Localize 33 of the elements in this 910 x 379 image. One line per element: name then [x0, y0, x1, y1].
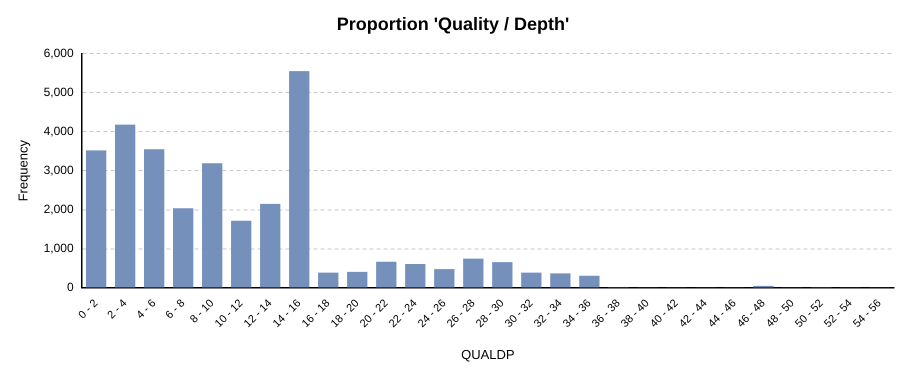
bar [434, 269, 454, 288]
bar [579, 276, 600, 288]
bar [347, 272, 368, 288]
y-tick-label: 5,000 [44, 84, 74, 99]
x-tick-label: 4 - 6 [134, 297, 158, 322]
y-tick-label: 2,000 [44, 202, 74, 216]
y-axis-title: Frequency [15, 140, 30, 202]
bar [550, 273, 571, 288]
x-tick-label: 6 - 8 [163, 297, 188, 322]
bar [231, 220, 252, 288]
bar [318, 272, 338, 288]
x-axis-title: QUALDP [461, 346, 515, 362]
bar [260, 204, 280, 288]
bar [492, 262, 512, 288]
bar [144, 149, 164, 288]
bar [289, 71, 310, 288]
y-tick-label: 3,000 [44, 163, 74, 178]
bar [376, 262, 396, 288]
bar [114, 124, 136, 288]
bar [202, 163, 222, 288]
x-tick-label: 54 - 56 [851, 297, 884, 330]
bar [86, 150, 106, 288]
bar [463, 258, 484, 288]
x-tick-label: 2 - 4 [105, 297, 130, 322]
x-tick-label: 0 - 2 [76, 297, 100, 322]
bar [521, 272, 542, 288]
chart-title: Proportion 'Quality / Depth' [336, 14, 570, 34]
y-tick-label: 4,000 [44, 124, 74, 138]
y-tick-label: 6,000 [44, 46, 74, 60]
bar [405, 264, 426, 288]
y-tick-label: 0 [66, 280, 74, 294]
y-tick-label: 1,000 [44, 241, 74, 256]
bar [173, 208, 194, 288]
